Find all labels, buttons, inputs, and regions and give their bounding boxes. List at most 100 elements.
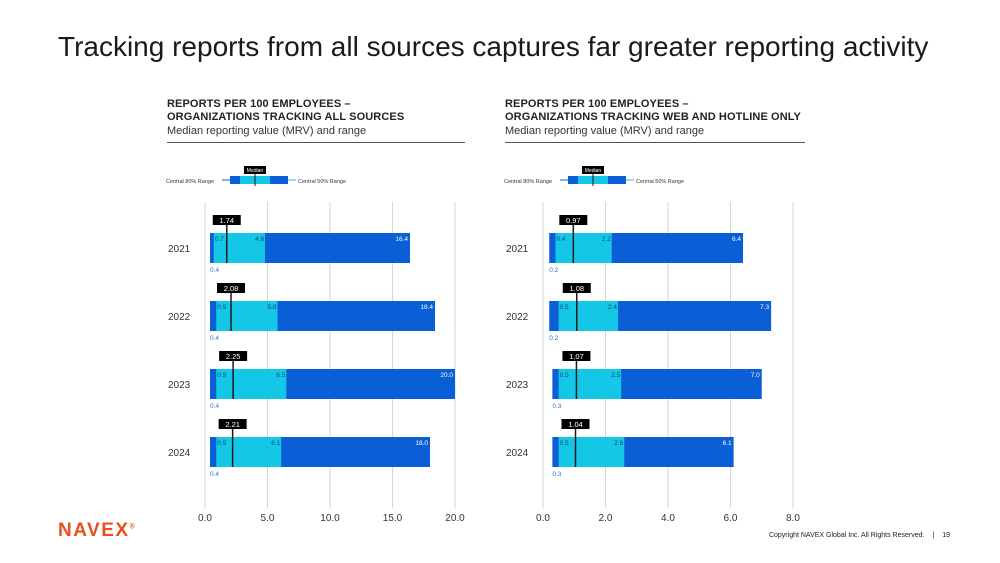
range50-bar: [558, 369, 622, 399]
p25-value-label: 0.9: [217, 372, 226, 379]
x-tick-label: 6.0: [724, 513, 738, 524]
p10-value-label: 0.4: [210, 267, 219, 274]
chart-subtitle: Median reporting value (MRV) and range: [505, 125, 705, 137]
header-rule: [505, 142, 805, 143]
p75-value-label: 2.5: [611, 372, 620, 379]
p90-value-label: 20.0: [440, 372, 453, 379]
legend-median-tag: [244, 166, 266, 174]
p75-value-label: 6.5: [276, 372, 285, 379]
year-label: 2022: [506, 312, 529, 323]
legend-central80-label: Central 80% Range: [166, 179, 214, 185]
x-tick-label: 0.0: [198, 513, 212, 524]
x-tick-label: 4.0: [661, 513, 675, 524]
p75-value-label: 2.6: [614, 440, 623, 447]
p75-value-label: 6.1: [271, 440, 280, 447]
range50-bar: [216, 437, 282, 467]
p10-value-label: 0.2: [549, 267, 558, 274]
header-rule: [167, 142, 465, 143]
x-tick-label: 15.0: [383, 513, 403, 524]
legend-p10-swatch: [568, 176, 578, 184]
year-label: 2024: [168, 448, 191, 459]
range50-bar: [213, 233, 265, 263]
chart-title-line2: ORGANIZATIONS TRACKING ALL SOURCES: [167, 111, 405, 123]
x-tick-label: 8.0: [786, 513, 800, 524]
p25-value-label: 0.7: [215, 236, 224, 243]
range50-bar: [555, 233, 612, 263]
chart-header-web-hotline: REPORTS PER 100 EMPLOYEES – ORGANIZATION…: [505, 98, 805, 143]
chart-web-hotline: Central 80% Range Median Central 50% Range…: [504, 166, 800, 524]
year-label: 2024: [506, 448, 529, 459]
x-tick-label: 2.0: [599, 513, 613, 524]
navex-logo: NAVEX®: [58, 520, 135, 541]
median-value-label: 2.08: [224, 284, 239, 293]
median-value-label: 2.21: [225, 420, 240, 429]
median-value-label: 1.07: [569, 352, 584, 361]
range50-bar: [558, 301, 618, 331]
p90-value-label: 6.1: [723, 440, 732, 447]
year-label: 2021: [506, 244, 529, 255]
copyright-text: Copyright NAVEX Global Inc. All Rights R…: [768, 532, 925, 539]
chart-title-line2: ORGANIZATIONS TRACKING WEB AND HOTLINE O…: [505, 111, 801, 123]
median-tag: [561, 419, 590, 429]
chart-title-line1: REPORTS PER 100 EMPLOYEES –: [167, 98, 351, 110]
footer: Copyright NAVEX Global Inc. All Rights R…: [768, 532, 950, 539]
slide-title: Tracking reports from all sources captur…: [58, 31, 929, 62]
p10-value-label: 0.4: [210, 403, 219, 410]
median-tag: [219, 351, 248, 361]
median-value-label: 0.97: [566, 216, 581, 225]
p25-value-label: 0.5: [560, 440, 569, 447]
x-tick-label: 5.0: [261, 513, 275, 524]
range50-bar: [216, 369, 287, 399]
legend-p10-swatch: [230, 176, 240, 184]
p10-value-label: 0.2: [549, 335, 558, 342]
p90-value-label: 6.4: [732, 236, 741, 243]
p75-value-label: 4.8: [255, 236, 264, 243]
p90-value-label: 7.0: [751, 372, 760, 379]
year-label: 2023: [506, 380, 529, 391]
p10-value-label: 0.4: [210, 335, 219, 342]
year-label: 2023: [168, 380, 191, 391]
p25-value-label: 0.4: [557, 236, 566, 243]
p75-value-label: 2.4: [608, 304, 617, 311]
chart-header-all-sources: REPORTS PER 100 EMPLOYEES – ORGANIZATION…: [167, 98, 465, 143]
page-number: 19: [942, 532, 950, 539]
chart-subtitle: Median reporting value (MRV) and range: [167, 125, 367, 137]
p90-value-label: 16.4: [395, 236, 408, 243]
year-label: 2021: [168, 244, 191, 255]
legend-p90-swatch: [270, 176, 288, 184]
p25-value-label: 0.9: [217, 440, 226, 447]
median-tag: [559, 215, 588, 225]
legend-median-label: Median: [585, 168, 602, 174]
x-tick-label: 20.0: [445, 513, 465, 524]
median-tag: [562, 351, 591, 361]
median-value-label: 1.04: [568, 420, 583, 429]
legend-central50-label: Central 50% Range: [636, 179, 684, 185]
p90-value-label: 18.0: [415, 440, 428, 447]
p10-value-label: 0.3: [552, 471, 561, 478]
legend-p90-swatch: [608, 176, 626, 184]
median-value-label: 1.08: [569, 284, 584, 293]
p25-value-label: 0.5: [560, 304, 569, 311]
legend-central50-label: Central 50% Range: [298, 179, 346, 185]
range50-bar: [216, 301, 278, 331]
p75-value-label: 5.8: [267, 304, 276, 311]
legend-median-tag: [582, 166, 604, 174]
p25-value-label: 0.9: [217, 304, 226, 311]
x-tick-label: 0.0: [536, 513, 550, 524]
p90-value-label: 18.4: [420, 304, 433, 311]
p10-value-label: 0.4: [210, 471, 219, 478]
p90-value-label: 7.3: [760, 304, 769, 311]
median-value-label: 1.74: [219, 216, 234, 225]
p75-value-label: 2.2: [602, 236, 611, 243]
chart-title-line1: REPORTS PER 100 EMPLOYEES –: [505, 98, 689, 110]
median-tag: [217, 283, 245, 293]
legend-central80-label: Central 80% Range: [504, 179, 552, 185]
p10-value-label: 0.3: [552, 403, 561, 410]
x-tick-label: 10.0: [320, 513, 340, 524]
median-tag: [562, 283, 591, 293]
range50-bar: [558, 437, 625, 467]
legend-median-label: Median: [247, 168, 264, 174]
median-value-label: 2.25: [226, 352, 241, 361]
p25-value-label: 0.5: [560, 372, 569, 379]
chart-all-sources: Central 80% Range Median Central 50% Range…: [166, 166, 465, 524]
